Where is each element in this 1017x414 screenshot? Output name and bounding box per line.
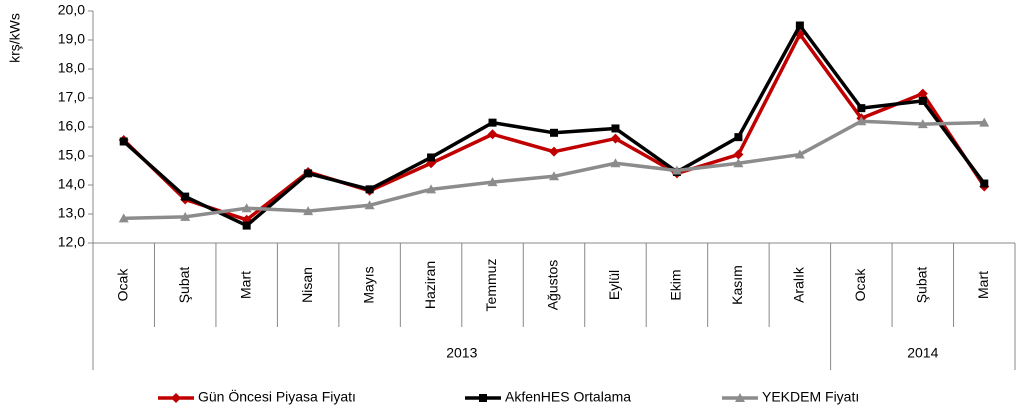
marker (980, 179, 989, 188)
marker (733, 158, 744, 168)
x-tick-label: Ocak (114, 268, 130, 302)
y-tick-label: 13,0 (58, 205, 85, 221)
y-tick-label: 15,0 (58, 147, 85, 163)
marker (488, 118, 497, 127)
y-tick-label: 14,0 (58, 176, 85, 192)
x-tick-label: Mart (975, 271, 991, 299)
group-label: 2014 (907, 345, 938, 361)
marker (734, 133, 743, 142)
marker (364, 200, 375, 210)
group-label: 2013 (446, 345, 477, 361)
y-tick-label: 16,0 (58, 118, 85, 134)
x-tick-label: Temmuz (483, 259, 499, 312)
legend-label: YEKDEM Fiyatı (762, 389, 859, 405)
marker (794, 149, 805, 159)
marker (304, 169, 313, 178)
marker (180, 211, 191, 221)
marker (118, 213, 129, 223)
marker (918, 96, 927, 105)
marker (857, 104, 866, 113)
x-tick-label: Şubat (176, 267, 192, 304)
x-tick-label: Ekim (668, 269, 684, 300)
marker (979, 117, 990, 127)
legend-marker (171, 393, 181, 403)
marker (856, 116, 867, 126)
x-tick-label: Nisan (299, 267, 315, 303)
marker (241, 203, 252, 213)
y-tick-label: 17,0 (58, 89, 85, 105)
marker (610, 158, 621, 168)
x-tick-label: Aralık (791, 266, 807, 303)
series-line (122, 32, 986, 222)
legend-marker (479, 394, 487, 402)
x-tick-label: Şubat (914, 267, 930, 304)
marker (365, 185, 374, 194)
x-tick-label: Ağustos (545, 260, 561, 311)
legend-label: AkfenHES Ortalama (505, 389, 631, 405)
marker (242, 221, 251, 230)
y-tick-label: 19,0 (58, 31, 85, 47)
marker (181, 192, 190, 201)
x-tick-label: Mayıs (360, 266, 376, 303)
y-tick-label: 18,0 (58, 60, 85, 76)
x-tick-label: Mart (237, 271, 253, 299)
marker (427, 153, 436, 162)
x-tick-label: Ocak (852, 268, 868, 302)
marker (487, 129, 498, 140)
y-tick-label: 20,0 (58, 2, 85, 18)
marker (917, 119, 928, 129)
legend-label: Gün Öncesi Piyasa Fiyatı (198, 388, 356, 405)
marker (671, 165, 682, 175)
marker (119, 137, 128, 146)
x-tick-label: Eylül (606, 270, 622, 300)
marker (487, 177, 498, 187)
marker (610, 133, 621, 144)
marker (550, 128, 558, 137)
x-tick-label: Kasım (729, 265, 745, 305)
marker (426, 184, 437, 194)
marker (611, 124, 620, 133)
marker (917, 88, 928, 99)
legend-marker (735, 393, 745, 402)
y-tick-label: 12,0 (58, 234, 85, 250)
marker (549, 146, 559, 157)
y-axis-label: krş/kWs (7, 13, 23, 63)
marker (303, 206, 314, 216)
x-tick-label: Haziran (422, 261, 438, 309)
marker (549, 171, 559, 181)
marker (795, 21, 804, 30)
marker (733, 149, 744, 160)
